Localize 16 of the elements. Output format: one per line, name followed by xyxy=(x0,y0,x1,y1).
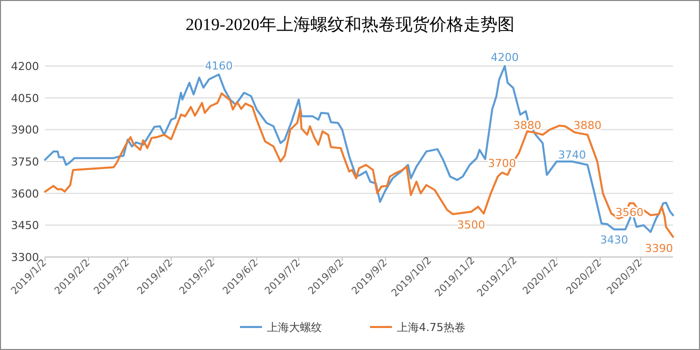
annotation: 4200 xyxy=(490,51,519,64)
chart-title: 2019-2020年上海螺纹和热卷现货价格走势图 xyxy=(186,15,514,34)
annotation: 4160 xyxy=(204,59,233,72)
annotation: 3740 xyxy=(558,148,586,162)
y-tick-label: 4050 xyxy=(11,92,39,105)
annotation: 3430 xyxy=(600,233,628,246)
annotation: 3390 xyxy=(645,242,673,255)
y-tick-label: 3600 xyxy=(11,187,39,200)
annotation: 3880 xyxy=(573,118,602,132)
legend-label: 上海4.75热卷 xyxy=(397,321,466,334)
y-tick-label: 3750 xyxy=(11,156,39,168)
y-tick-label: 3900 xyxy=(11,124,39,137)
annotation: 3500 xyxy=(457,218,486,232)
y-tick-label: 4200 xyxy=(11,60,39,73)
y-tick-label: 3450 xyxy=(11,219,39,232)
legend-label: 上海大螺纹 xyxy=(267,321,322,334)
